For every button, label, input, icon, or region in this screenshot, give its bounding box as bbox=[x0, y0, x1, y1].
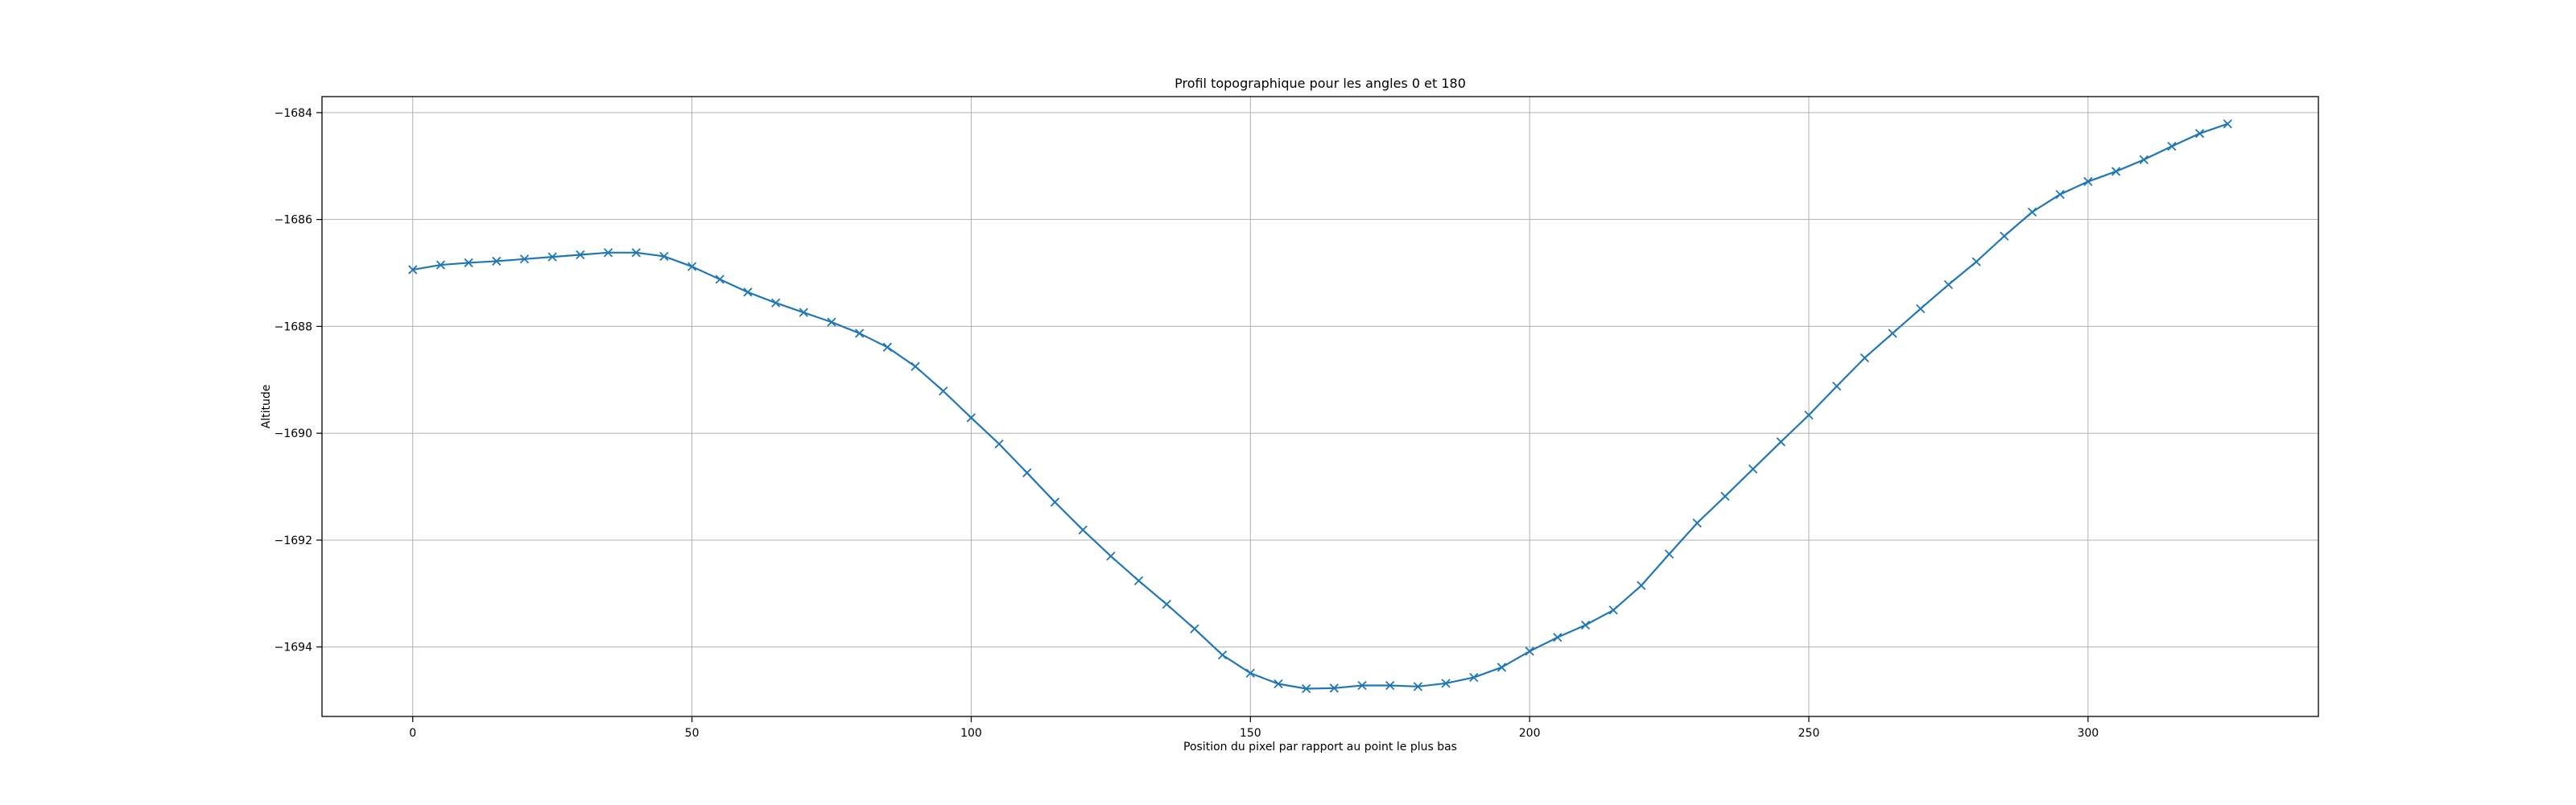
chart-title: Profil topographique pour les angles 0 e… bbox=[1174, 76, 1466, 91]
data-point-marker bbox=[1943, 280, 1954, 290]
data-point-marker bbox=[408, 265, 418, 275]
data-point-marker bbox=[1274, 679, 1283, 689]
data-point-marker bbox=[966, 413, 976, 423]
data-point-marker bbox=[1637, 580, 1646, 591]
axis-ticks: 0 50 100 150 200 250 300 −1694 −1692 −1690 −1688 −1… bbox=[275, 107, 2099, 740]
data-point-marker bbox=[519, 254, 530, 264]
data-point-marker bbox=[910, 361, 920, 371]
data-point-marker bbox=[2111, 167, 2121, 176]
data-point-marker bbox=[1217, 650, 1228, 660]
y-tick-label: −1692 bbox=[275, 535, 312, 547]
data-point-marker bbox=[1050, 497, 1060, 507]
data-point-marker bbox=[1608, 605, 1618, 615]
data-point-marker bbox=[576, 250, 585, 260]
data-point-marker bbox=[1916, 303, 1926, 314]
data-point-marker bbox=[1692, 518, 1702, 528]
data-point-marker bbox=[1133, 576, 1144, 586]
data-point-marker bbox=[2223, 119, 2232, 129]
series-line bbox=[412, 122, 2228, 690]
y-tick-label: −1694 bbox=[275, 642, 312, 654]
x-tick-label: 250 bbox=[1798, 727, 1820, 740]
x-tick-label: 100 bbox=[960, 727, 982, 740]
y-tick-label: −1684 bbox=[275, 107, 312, 120]
data-point-marker bbox=[799, 308, 808, 317]
data-point-marker bbox=[827, 317, 836, 327]
data-point-marker bbox=[1245, 668, 1255, 678]
data-point-marker bbox=[994, 439, 1004, 449]
data-point-marker bbox=[770, 298, 781, 308]
data-point-marker bbox=[492, 256, 502, 266]
data-point-marker bbox=[436, 260, 446, 270]
data-point-marker bbox=[1329, 683, 1339, 693]
data-point-marker bbox=[1469, 672, 1479, 683]
data-point-marker bbox=[1748, 464, 1758, 474]
y-tick-label: −1688 bbox=[275, 320, 312, 333]
data-point-marker bbox=[1022, 468, 1032, 477]
data-point-marker bbox=[1832, 382, 1842, 391]
data-point-marker bbox=[1385, 680, 1395, 691]
x-axis-label: Position du pixel par rapport au point l… bbox=[1183, 741, 1457, 753]
grid bbox=[322, 97, 2318, 716]
y-tick-label: −1690 bbox=[275, 427, 312, 440]
y-axis-label: Altitude bbox=[260, 385, 273, 429]
data-point-marker bbox=[2167, 142, 2177, 151]
data-point-marker bbox=[2194, 129, 2205, 138]
data-point-marker bbox=[687, 262, 697, 271]
data-point-marker bbox=[2027, 207, 2037, 217]
y-tick-label: −1686 bbox=[275, 214, 312, 227]
data-point-marker bbox=[1804, 410, 1814, 420]
data-point-marker bbox=[855, 328, 865, 338]
data-point-marker bbox=[1441, 679, 1451, 688]
x-tick-label: 300 bbox=[2077, 727, 2099, 740]
data-point-marker bbox=[715, 275, 724, 284]
data-point-marker bbox=[882, 342, 893, 352]
data-point-marker bbox=[2083, 176, 2093, 187]
x-tick-label: 50 bbox=[685, 727, 700, 740]
data-point-marker bbox=[939, 386, 948, 396]
data-point-marker bbox=[631, 248, 641, 258]
data-point-marker bbox=[1496, 663, 1507, 672]
data-point-marker bbox=[1888, 328, 1897, 338]
data-point-marker bbox=[1971, 257, 1981, 266]
x-tick-label: 150 bbox=[1240, 727, 1261, 740]
data-point-marker bbox=[1664, 549, 1674, 559]
data-point-marker bbox=[1302, 683, 1311, 694]
x-tick-label: 0 bbox=[409, 727, 416, 740]
data-point-marker bbox=[1357, 680, 1367, 691]
data-point-marker bbox=[547, 252, 557, 262]
data-point-marker bbox=[1413, 682, 1423, 691]
data-point-marker bbox=[1190, 624, 1199, 634]
data-point-marker bbox=[1162, 599, 1171, 609]
data-point-marker bbox=[2055, 189, 2065, 200]
data-point-marker bbox=[1720, 491, 1730, 502]
data-point-marker bbox=[659, 251, 669, 262]
data-point-marker bbox=[464, 258, 473, 268]
data-point-marker bbox=[1553, 633, 1563, 642]
data-point-marker bbox=[2139, 155, 2149, 164]
data-point-marker bbox=[1078, 525, 1088, 535]
series-plot bbox=[408, 119, 2232, 694]
data-point-marker bbox=[603, 248, 613, 258]
data-point-marker bbox=[1580, 620, 1591, 630]
data-point-marker bbox=[1860, 353, 1869, 363]
data-point-marker bbox=[1776, 437, 1785, 447]
data-point-marker bbox=[1106, 551, 1116, 561]
x-tick-label: 200 bbox=[1519, 727, 1541, 740]
data-point-marker bbox=[1525, 646, 1534, 656]
data-point-marker bbox=[2000, 231, 2009, 241]
plot-frame bbox=[321, 96, 2319, 717]
data-point-marker bbox=[743, 287, 753, 297]
